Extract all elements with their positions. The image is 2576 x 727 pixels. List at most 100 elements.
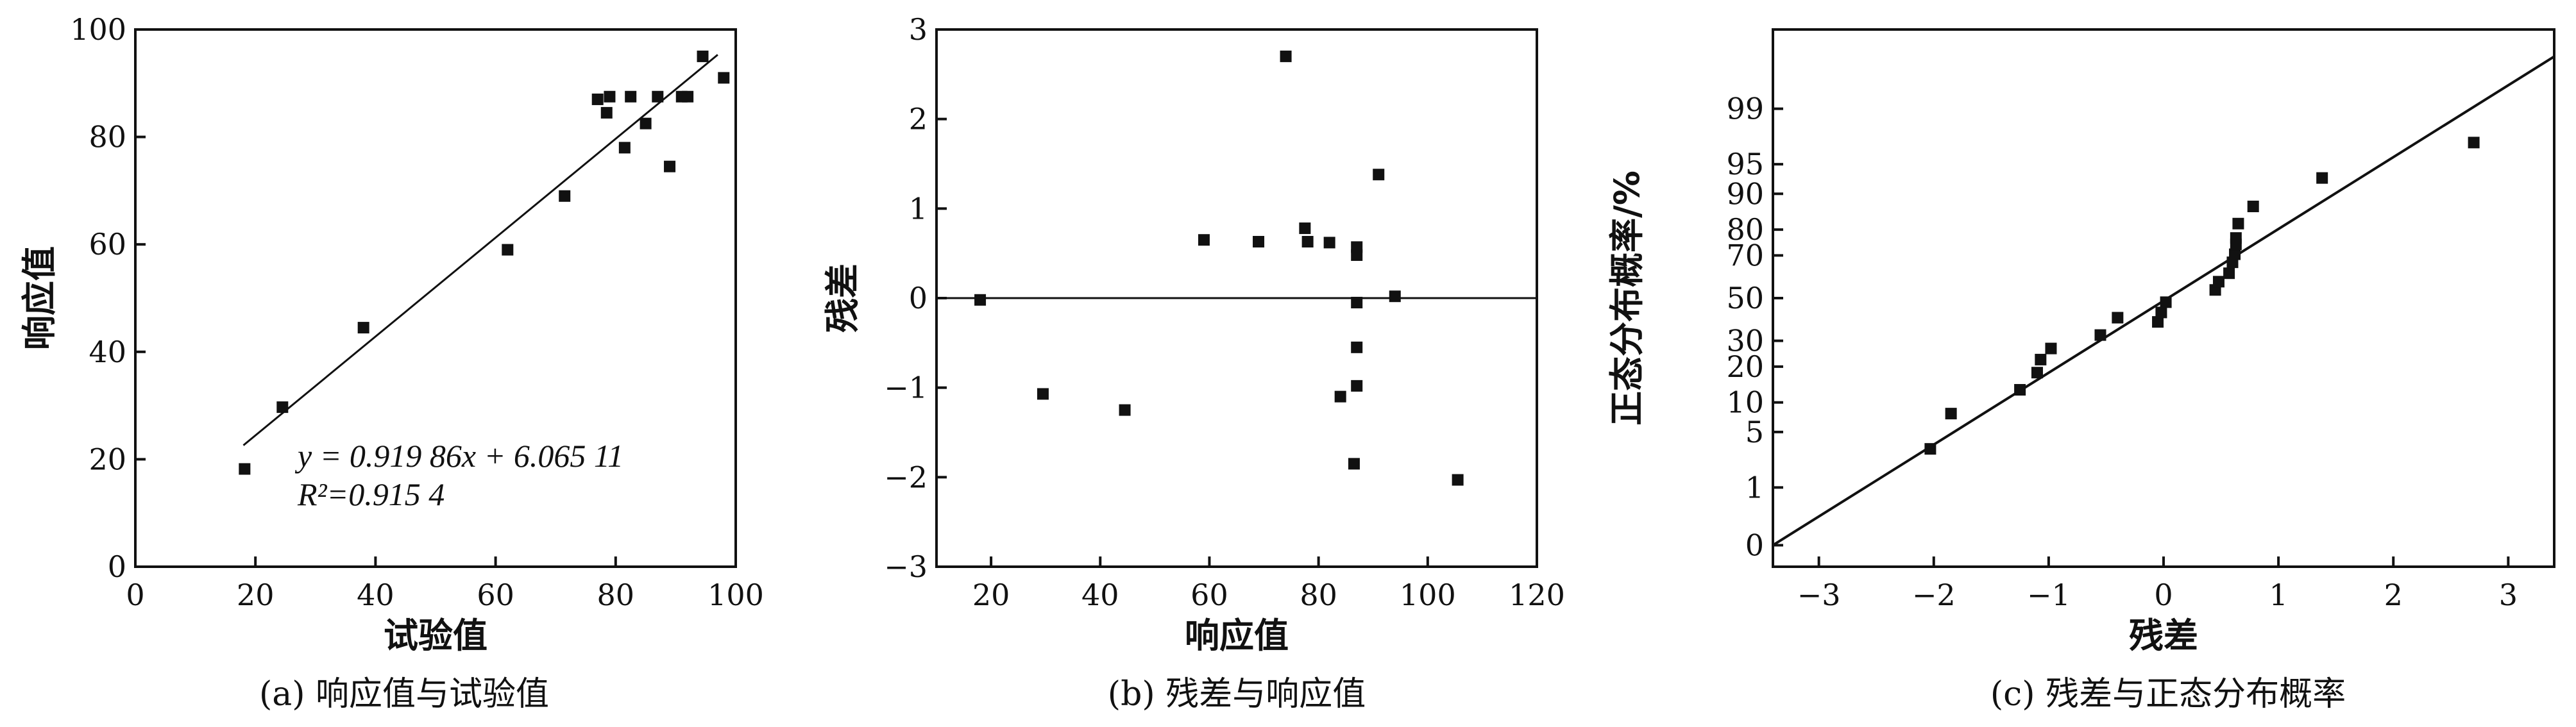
- y-axis-label-a: 响应值: [19, 246, 60, 350]
- data-point: [2232, 217, 2244, 230]
- y-axis-label-b: 残差: [822, 263, 863, 333]
- x-tick-label: 120: [1509, 578, 1565, 612]
- y-tick-label: 10: [1726, 385, 1764, 420]
- data-point: [1351, 296, 1363, 308]
- data-point: [2160, 296, 2172, 308]
- data-point: [682, 90, 694, 103]
- y-tick-label: 0: [909, 281, 928, 315]
- panel-a: 0 20 40 60 80 100 0 20 40 60 80 100 y = 0.919 86x +…: [19, 12, 764, 714]
- data-point: [1037, 388, 1049, 400]
- data-point: [974, 294, 987, 306]
- data-point: [1373, 169, 1385, 181]
- data-point: [1253, 236, 1265, 248]
- tick-group-b: 20 40 60 80 100 120 −3 −2 −1 0 1 2 3: [884, 12, 1565, 612]
- y-tick-label: 0: [108, 549, 126, 584]
- data-point: [1945, 408, 1957, 420]
- points-group-c: [1924, 137, 2480, 455]
- data-point: [2230, 232, 2242, 244]
- data-point: [1351, 341, 1363, 353]
- data-point: [1323, 237, 1335, 249]
- y-tick-label: 95: [1726, 147, 1764, 181]
- data-point: [697, 50, 709, 62]
- data-point: [2152, 316, 2164, 328]
- data-point: [276, 401, 289, 414]
- y-tick-label: 100: [70, 12, 126, 47]
- data-point: [2229, 248, 2241, 260]
- panel-b: 20 40 60 80 100 120 −3 −2 −1 0 1 2 3 响应值 残差 (b) 残差与响…: [822, 12, 1565, 714]
- data-point: [2112, 312, 2124, 324]
- data-point: [625, 90, 637, 103]
- data-point: [664, 160, 676, 172]
- data-point: [357, 322, 369, 334]
- data-point: [1351, 249, 1363, 261]
- data-point: [1299, 222, 1311, 235]
- x-tick-label: 60: [477, 578, 514, 612]
- fit-line-a: [242, 54, 718, 446]
- data-point: [618, 142, 631, 154]
- caption-c: (c) 残差与正态分布概率: [1990, 675, 2346, 714]
- data-point: [604, 90, 616, 103]
- data-point: [1301, 236, 1314, 248]
- caption-b: (b) 残差与响应值: [1108, 675, 1366, 714]
- equation-label-a: y = 0.919 86x + 6.065 11: [294, 438, 623, 474]
- y-tick-label: 99: [1726, 92, 1764, 126]
- data-point: [239, 463, 251, 475]
- y-tick-label: 50: [1726, 281, 1764, 315]
- x-axis-label-c: 残差: [2129, 615, 2198, 656]
- x-tick-label: −1: [2027, 578, 2071, 612]
- points-group-a: [239, 50, 730, 475]
- data-point: [2316, 172, 2328, 184]
- x-tick-label: 0: [126, 578, 144, 612]
- x-tick-label: 60: [1191, 578, 1228, 612]
- y-tick-label: 3: [909, 12, 928, 47]
- data-point: [640, 117, 652, 130]
- data-point: [2468, 137, 2480, 149]
- y-tick-label: 2: [909, 102, 928, 137]
- data-point: [1389, 290, 1401, 303]
- x-tick-label: 3: [2499, 578, 2518, 612]
- caption-a: (a) 响应值与试验值: [259, 675, 549, 714]
- x-axis-label-a: 试验值: [384, 615, 487, 656]
- data-point: [2155, 306, 2167, 319]
- data-point: [718, 72, 730, 84]
- data-point: [2094, 329, 2106, 341]
- y-tick-label: −3: [884, 549, 928, 584]
- x-tick-label: 40: [357, 578, 394, 612]
- y-tick-label: 20: [89, 442, 126, 476]
- data-point: [2031, 367, 2043, 379]
- data-point: [2223, 267, 2235, 280]
- x-tick-label: 40: [1081, 578, 1119, 612]
- y-tick-label: 40: [89, 335, 126, 369]
- x-tick-label: 2: [2384, 578, 2403, 612]
- data-point: [1924, 443, 1936, 455]
- y-tick-label: 30: [1726, 324, 1764, 358]
- data-point: [600, 106, 613, 119]
- y-tick-label: 80: [1726, 212, 1764, 247]
- data-point: [2212, 276, 2224, 288]
- data-point: [2014, 384, 2026, 396]
- data-point: [502, 244, 514, 256]
- plot-frame-a: [134, 28, 737, 568]
- y-axis-label-c: 正态分布概率/%: [1607, 171, 1647, 426]
- data-point: [1334, 390, 1346, 403]
- x-tick-label: 100: [1400, 578, 1456, 612]
- data-point: [652, 90, 664, 103]
- data-point: [2045, 342, 2057, 355]
- data-point: [559, 190, 571, 202]
- y-tick-label: 90: [1726, 176, 1764, 211]
- x-tick-label: −3: [1797, 578, 1841, 612]
- data-point: [591, 93, 604, 105]
- r2-label-a: R²=0.915 4: [297, 476, 445, 512]
- x-tick-label: 80: [1300, 578, 1337, 612]
- data-point: [1452, 474, 1464, 486]
- x-tick-label: 80: [597, 578, 635, 612]
- x-tick-label: −2: [1912, 578, 1956, 612]
- points-group-b: [974, 50, 1464, 486]
- y-tick-label: 60: [89, 227, 126, 262]
- x-tick-label: 20: [972, 578, 1010, 612]
- data-point: [1280, 50, 1292, 62]
- x-tick-label: 20: [237, 578, 275, 612]
